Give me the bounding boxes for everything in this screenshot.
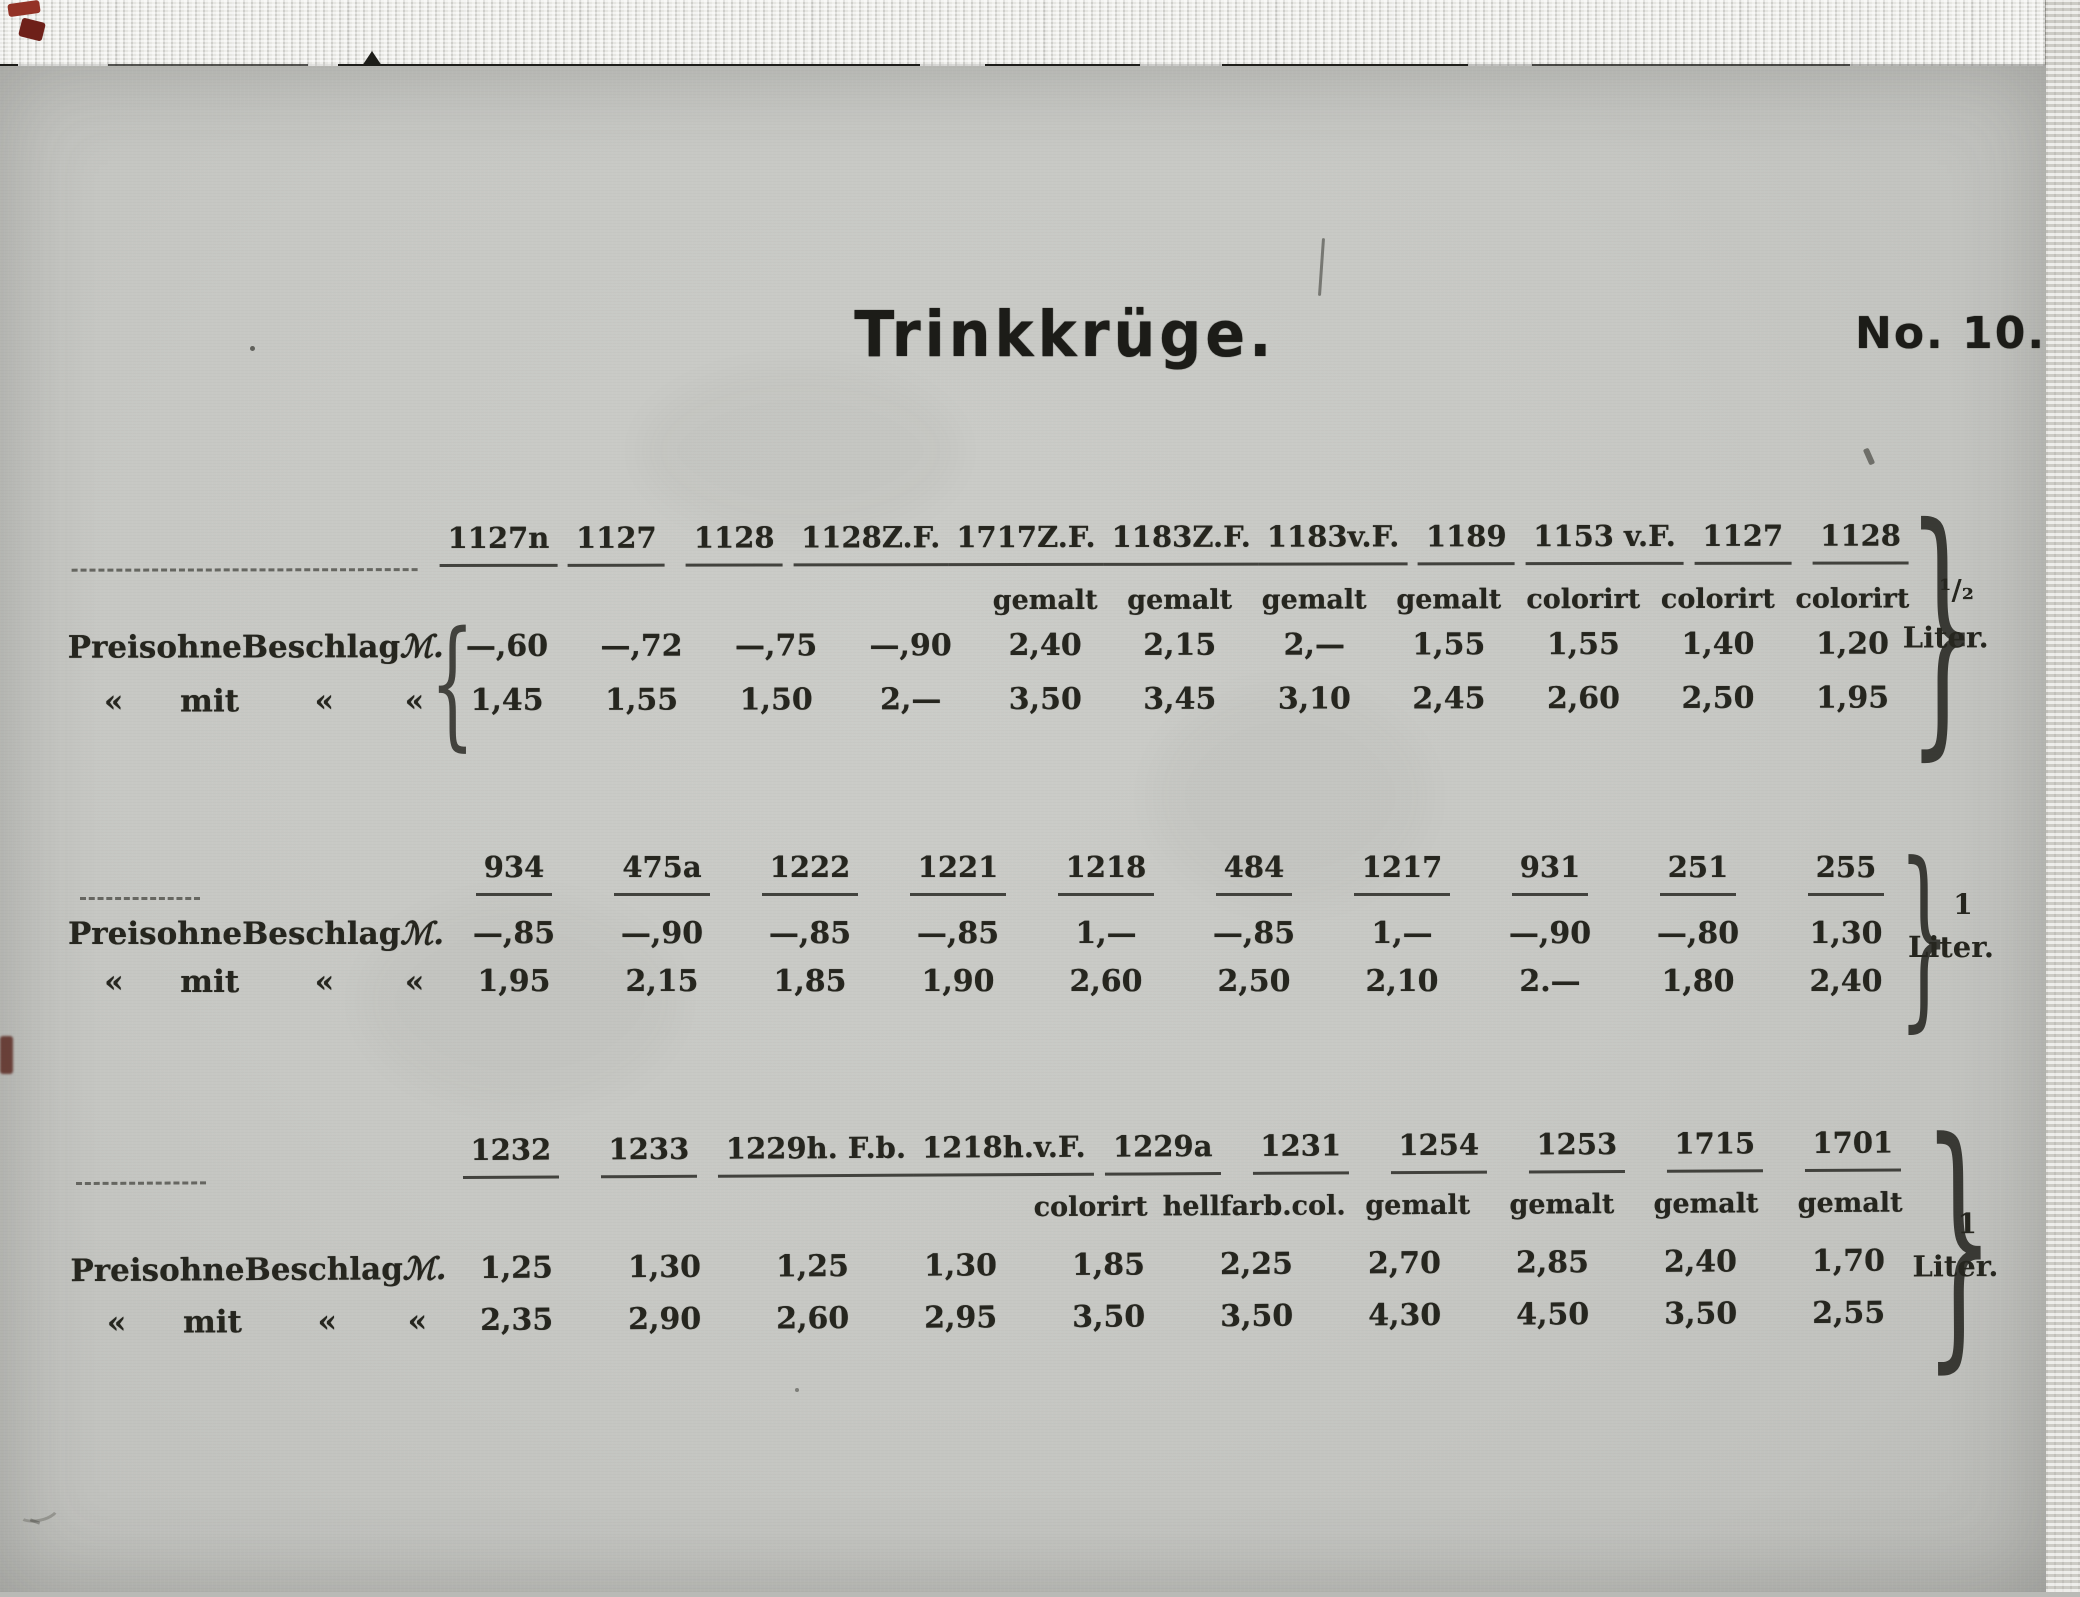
scanned-page [0,66,2046,1592]
showthrough-ghost [360,896,680,1106]
showthrough-ghost [1150,686,1430,906]
page-title: Trinkkrüge. [854,297,1276,373]
edge-stain [0,1036,13,1074]
paper-nick-mark [362,51,382,66]
ink-speck [795,1388,799,1392]
scanner-fabric-band [0,0,2080,66]
ink-speck [250,346,255,351]
page-number: No. 10. [1855,308,2047,359]
scanner-fabric-right-edge [2045,0,2080,1592]
showthrough-ghost [640,366,960,536]
